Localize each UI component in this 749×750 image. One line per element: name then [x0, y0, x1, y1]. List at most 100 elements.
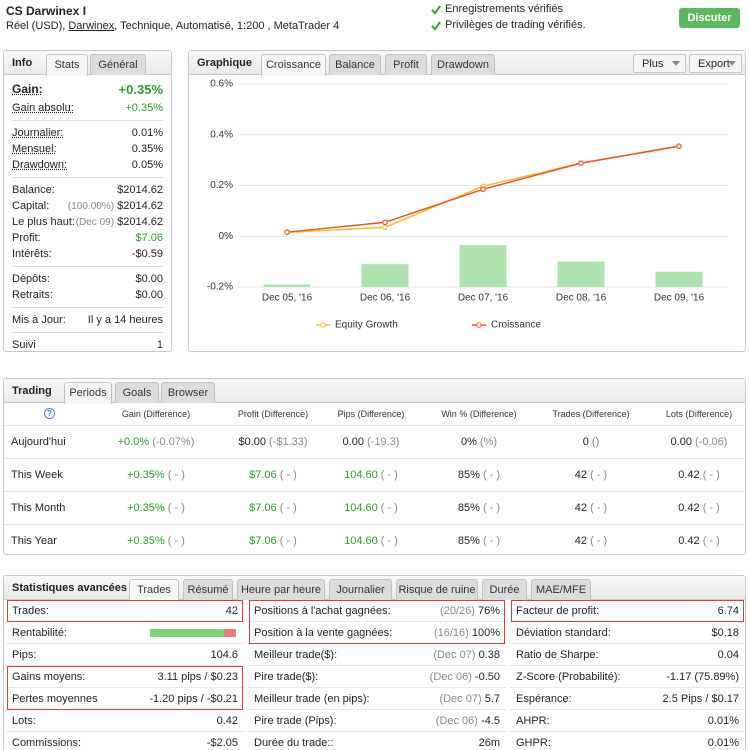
- tab[interactable]: Goals: [115, 382, 159, 403]
- help-icon[interactable]: ?: [44, 408, 55, 419]
- stats-row: Pire trade($): (Dec 06) -0.50: [248, 666, 506, 688]
- check-mark: [431, 5, 441, 15]
- check-mark: [431, 21, 441, 31]
- cell-value: 0.42: [678, 502, 700, 514]
- stats-label: AHPR:: [516, 714, 550, 727]
- graph-panel: Graphique Croissance Balance Profit Drawdown…: [188, 50, 746, 352]
- verification: Privilèges de trading vérifiés.: [445, 19, 586, 31]
- dropdown-button[interactable]: Export: [689, 54, 742, 73]
- tab[interactable]: Durée: [482, 579, 527, 600]
- info-value-wrap: 1: [157, 339, 163, 351]
- cell-value: $0.00: [238, 436, 266, 448]
- stats-label: Meilleur trade (en pips):: [254, 692, 370, 705]
- info-row: Profit: $7.06: [12, 230, 163, 246]
- tab[interactable]: MAE/MFE: [531, 579, 591, 600]
- tab[interactable]: Croissance: [261, 54, 326, 76]
- tab[interactable]: Journalier: [329, 579, 392, 600]
- stats-row: Pips: 104.6: [6, 644, 244, 666]
- stats-label: Pire trade (Pips):: [254, 714, 337, 727]
- info-row: Capital: (100.00%) $2014.62: [12, 198, 163, 214]
- stats-row: AHPR: 0.01%: [510, 710, 745, 732]
- stats-row: Ratio de Sharpe: 0.04: [510, 644, 745, 666]
- cell-diff: ( - ): [279, 469, 297, 481]
- stats-value-wrap: $0.18: [711, 627, 739, 639]
- details-text: Réel (USD),: [6, 20, 69, 32]
- tab[interactable]: Balance: [329, 54, 381, 75]
- stats-value-wrap: -1.20 pips / -$0.21: [149, 693, 238, 705]
- panel-header: Statistiques avancées Trades Résumé Heure p…: [4, 576, 745, 601]
- info-value-wrap: $0.00: [135, 289, 163, 301]
- stats-value-wrap: 0.01%: [708, 737, 739, 749]
- cell: 42 ( - ): [531, 492, 651, 524]
- cell: 0 (): [531, 426, 651, 458]
- tab[interactable]: Heure par heure: [237, 579, 325, 600]
- cell: 104.60 ( - ): [311, 492, 431, 524]
- stats-value: 0.04: [717, 648, 739, 661]
- stats-panel: Statistiques avancées Trades Résumé Heure p…: [3, 575, 746, 750]
- stats-note: (Dec 06): [435, 714, 478, 727]
- tab[interactable]: Trades: [129, 579, 179, 601]
- stats-label: Ratio de Sharpe:: [516, 648, 599, 661]
- stats-label: Z-Score (Probabilité):: [516, 670, 621, 683]
- stats-value: 0.42: [216, 714, 238, 727]
- tab[interactable]: Général: [90, 54, 146, 75]
- discuss-button[interactable]: Discuter: [679, 8, 740, 28]
- stats-column: Positions à l'achat gagnées: (20/26) 76% P…: [248, 600, 506, 750]
- cell-diff: ( - ): [167, 535, 185, 547]
- cell-diff: (-0.07%): [152, 436, 195, 448]
- stats-label: Pips:: [12, 648, 37, 661]
- info-group: Gain absolu: +0.35%: [12, 100, 163, 121]
- info-value: -$0.59: [131, 248, 163, 260]
- bar: [655, 271, 703, 287]
- point: [284, 229, 290, 235]
- tab[interactable]: Drawdown: [431, 54, 495, 75]
- x-tick-label: Dec 08, '16: [556, 293, 607, 304]
- info-value: $0.00: [135, 289, 163, 301]
- tab[interactable]: Profit: [385, 54, 427, 75]
- cell: 42 ( - ): [531, 525, 651, 554]
- info-value-wrap: 0.35%: [132, 143, 163, 155]
- cell-value: 42: [574, 502, 588, 514]
- stats-value-wrap: (Dec 06) -4.5: [436, 715, 500, 727]
- point: [578, 160, 584, 166]
- tab[interactable]: Periods: [64, 382, 112, 404]
- cell-diff: ( - ): [482, 535, 501, 547]
- stats-column: Trades: 42 Rentabilité: Pips: 104.6 Gains moy…: [6, 600, 244, 750]
- info-value: $0.00: [135, 273, 163, 285]
- cell: $7.06 ( - ): [213, 492, 333, 524]
- stats-row: Gains moyens: 3.11 pips / $0.23: [6, 666, 244, 688]
- tab[interactable]: Résumé: [183, 579, 233, 600]
- legend-label: Croissance: [491, 320, 541, 331]
- info-value-wrap: $0.00: [135, 273, 163, 285]
- bar: [361, 264, 409, 287]
- x-tick-label: Dec 05, '16: [262, 293, 313, 304]
- stats-value: 2.5 Pips / $0.17: [662, 692, 739, 705]
- broker-link[interactable]: Darwinex: [68, 20, 115, 32]
- stats-value: 104.6: [210, 648, 238, 661]
- cell: 85% ( - ): [419, 525, 539, 554]
- info-label: Gain absolu:: [12, 102, 74, 114]
- growth-chart: -0.2% 0% 0.2% 0.4% 0.6% Dec 05, '16 Dec 06, '1…: [207, 79, 728, 331]
- stats-value-wrap: (Dec 07) 5.7: [439, 693, 500, 705]
- cell-diff: ( - ): [279, 535, 297, 547]
- cell-diff: ( - ): [380, 535, 398, 547]
- account-title: CS Darwinex I: [6, 4, 87, 18]
- info-note: (Dec 09): [75, 217, 115, 228]
- highlight-box: [7, 600, 243, 622]
- dropdown-button[interactable]: Plus: [633, 54, 686, 73]
- stats-value-wrap: (Dec 07) 0.38: [433, 649, 500, 661]
- tab[interactable]: Risque de ruine: [396, 579, 478, 600]
- cell-diff: ( - ): [590, 535, 608, 547]
- point: [382, 224, 388, 231]
- tab[interactable]: Browser: [161, 382, 215, 403]
- info-value: $2014.62: [117, 200, 163, 212]
- stats-label: Déviation standard:: [516, 626, 611, 639]
- x-tick-label: Dec 06, '16: [360, 293, 411, 304]
- cell-value: +0.0%: [117, 436, 150, 448]
- stats-row: Pertes moyennes -1.20 pips / -$0.21: [6, 688, 244, 710]
- cell: +0.35% ( - ): [96, 459, 216, 491]
- cell-value: $7.06: [249, 535, 277, 547]
- cell: 85% ( - ): [419, 492, 539, 524]
- tab[interactable]: Stats: [46, 54, 88, 76]
- stats-value: 42: [225, 604, 238, 617]
